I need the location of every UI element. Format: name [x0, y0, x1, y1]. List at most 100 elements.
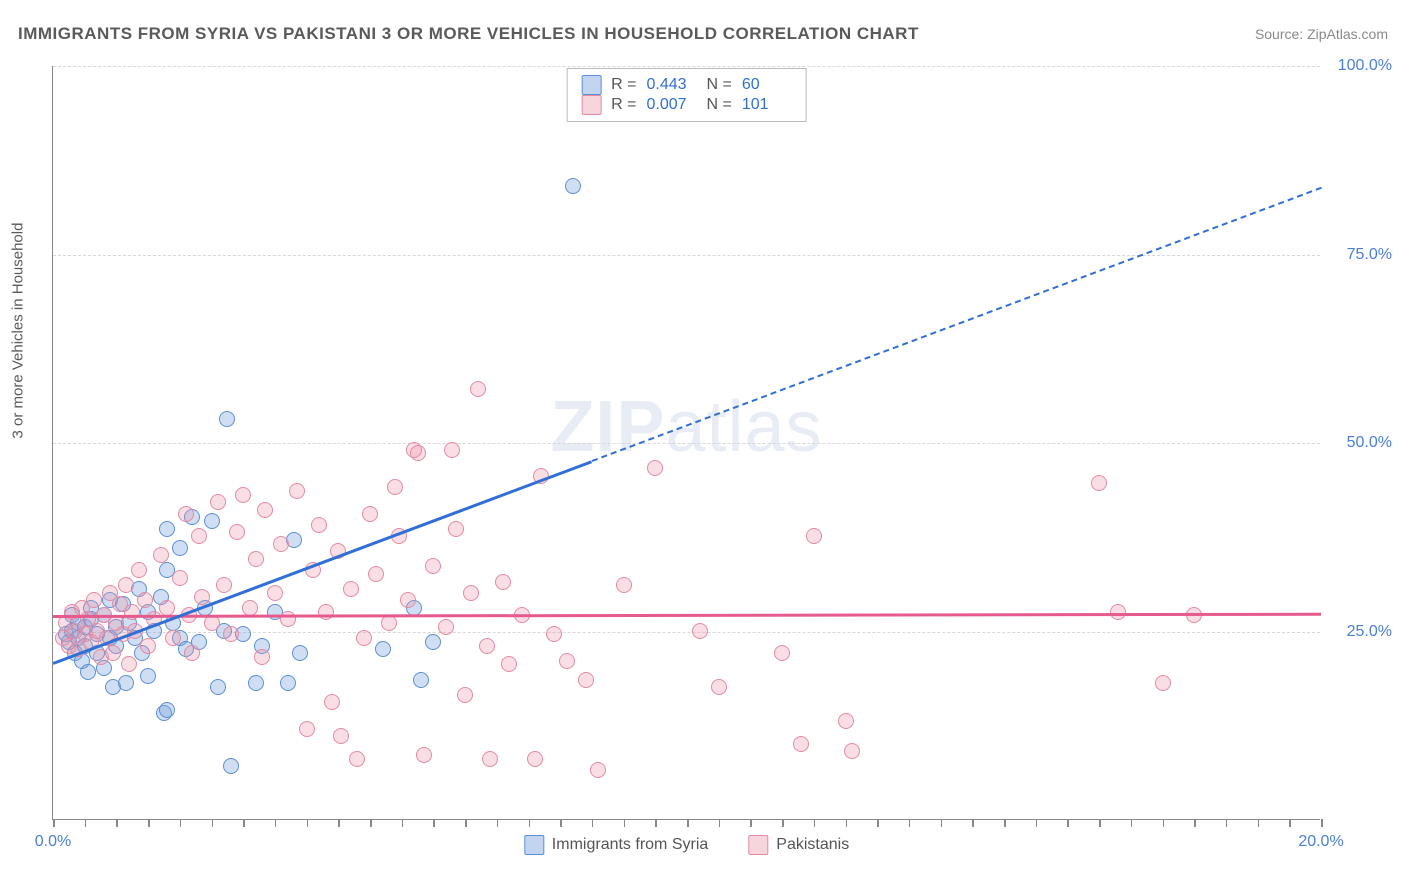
- scatter-point: [362, 506, 378, 522]
- scatter-point: [242, 600, 258, 616]
- legend-swatch: [581, 95, 601, 115]
- scatter-point: [774, 645, 790, 661]
- scatter-point: [425, 558, 441, 574]
- x-tick-mark: [1099, 819, 1101, 827]
- trend-line-blue-dashed: [592, 187, 1322, 462]
- source-label: Source: ZipAtlas.com: [1255, 26, 1388, 42]
- x-tick-mark: [307, 819, 309, 827]
- x-tick-mark: [1067, 819, 1069, 827]
- scatter-point: [470, 381, 486, 397]
- x-tick-mark: [1258, 819, 1260, 827]
- x-tick-mark: [814, 819, 816, 827]
- y-tick-label: 100.0%: [1338, 57, 1392, 75]
- scatter-point: [349, 751, 365, 767]
- scatter-point: [311, 517, 327, 533]
- scatter-point: [235, 487, 251, 503]
- scatter-point: [159, 521, 175, 537]
- scatter-point: [479, 638, 495, 654]
- scatter-point: [375, 641, 391, 657]
- stats-legend-box: R =0.443N =60R =0.007N =101: [566, 68, 807, 122]
- grid-line: [53, 443, 1320, 444]
- scatter-point: [1110, 604, 1126, 620]
- x-tick-mark: [180, 819, 182, 827]
- x-tick-mark: [338, 819, 340, 827]
- x-tick-mark: [592, 819, 594, 827]
- scatter-point: [463, 585, 479, 601]
- scatter-point: [793, 736, 809, 752]
- scatter-point: [159, 702, 175, 718]
- scatter-point: [118, 577, 134, 593]
- scatter-point: [280, 675, 296, 691]
- scatter-point: [711, 679, 727, 695]
- x-tick-mark: [941, 819, 943, 827]
- y-axis-label: 3 or more Vehicles in Household: [10, 223, 27, 439]
- stats-row: R =0.443N =60: [581, 75, 792, 95]
- scatter-point: [105, 645, 121, 661]
- scatter-point: [692, 623, 708, 639]
- scatter-point: [254, 649, 270, 665]
- x-tick-mark: [687, 819, 689, 827]
- scatter-point: [191, 528, 207, 544]
- y-tick-label: 75.0%: [1347, 246, 1392, 264]
- scatter-point: [204, 615, 220, 631]
- scatter-point: [565, 178, 581, 194]
- scatter-point: [333, 728, 349, 744]
- scatter-point: [86, 592, 102, 608]
- x-tick-mark: [243, 819, 245, 827]
- plot-area: ZIPatlas R =0.443N =60R =0.007N =101 Imm…: [52, 66, 1320, 820]
- x-tick-mark: [877, 819, 879, 827]
- scatter-point: [248, 551, 264, 567]
- scatter-point: [444, 442, 460, 458]
- watermark: ZIPatlas: [550, 386, 822, 468]
- x-tick-mark: [909, 819, 911, 827]
- x-tick-mark: [1036, 819, 1038, 827]
- y-tick-label: 50.0%: [1347, 434, 1392, 452]
- x-tick-mark: [497, 819, 499, 827]
- scatter-point: [413, 672, 429, 688]
- scatter-point: [292, 645, 308, 661]
- scatter-point: [223, 626, 239, 642]
- stat-r-value: 0.007: [647, 96, 697, 114]
- scatter-point: [356, 630, 372, 646]
- x-tick-mark: [782, 819, 784, 827]
- scatter-point: [229, 524, 245, 540]
- scatter-point: [153, 547, 169, 563]
- x-tick-mark: [275, 819, 277, 827]
- x-tick-mark: [1163, 819, 1165, 827]
- scatter-point: [527, 751, 543, 767]
- scatter-point: [482, 751, 498, 767]
- scatter-point: [590, 762, 606, 778]
- legend-swatch: [748, 835, 768, 855]
- x-tick-mark: [1321, 819, 1323, 827]
- stat-r-value: 0.443: [647, 76, 697, 94]
- x-tick-mark: [1194, 819, 1196, 827]
- scatter-point: [457, 687, 473, 703]
- scatter-point: [223, 758, 239, 774]
- scatter-point: [501, 656, 517, 672]
- stat-n-label: N =: [707, 76, 732, 94]
- scatter-point: [159, 600, 175, 616]
- x-tick-mark: [972, 819, 974, 827]
- scatter-point: [318, 604, 334, 620]
- scatter-point: [216, 577, 232, 593]
- stat-r-label: R =: [611, 96, 636, 114]
- stat-r-label: R =: [611, 76, 636, 94]
- scatter-point: [118, 675, 134, 691]
- scatter-point: [1091, 475, 1107, 491]
- x-tick-mark: [1289, 819, 1291, 827]
- x-tick-mark: [53, 819, 55, 827]
- scatter-point: [172, 570, 188, 586]
- scatter-point: [1155, 675, 1171, 691]
- legend-swatch: [524, 835, 544, 855]
- x-tick-mark: [212, 819, 214, 827]
- scatter-point: [121, 656, 137, 672]
- scatter-point: [219, 411, 235, 427]
- scatter-point: [273, 536, 289, 552]
- scatter-point: [416, 747, 432, 763]
- scatter-point: [80, 664, 96, 680]
- x-tick-mark: [560, 819, 562, 827]
- scatter-point: [204, 513, 220, 529]
- scatter-point: [178, 506, 194, 522]
- x-tick-label: 20.0%: [1298, 833, 1343, 851]
- trend-line-blue-solid: [53, 460, 593, 664]
